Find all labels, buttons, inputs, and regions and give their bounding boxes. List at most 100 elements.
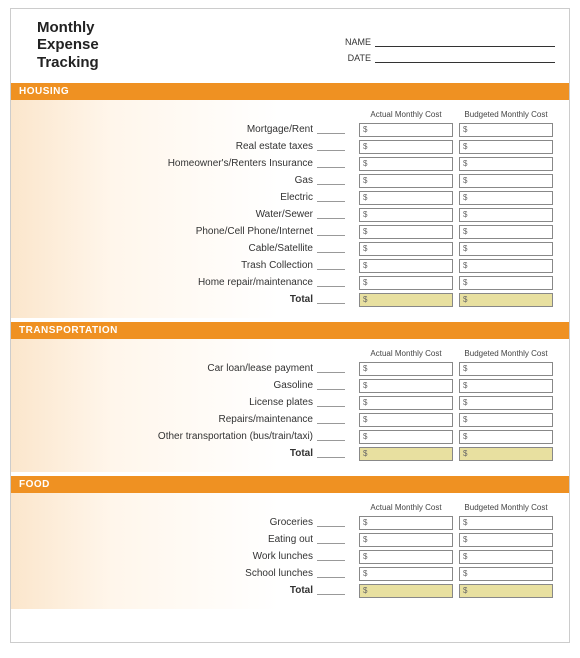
actual-cost-input[interactable]: $ bbox=[359, 208, 453, 222]
actual-cost-input[interactable]: $ bbox=[359, 379, 453, 393]
row-underline bbox=[317, 296, 345, 304]
expense-row: Homeowner's/Renters Insurance$$ bbox=[27, 157, 553, 171]
budget-cost-input[interactable]: $ bbox=[459, 413, 553, 427]
expense-row: Other transportation (bus/train/taxi)$$ bbox=[27, 430, 553, 444]
expense-row: Eating out $ $ bbox=[27, 533, 553, 547]
budget-total: $ bbox=[459, 293, 553, 307]
budget-cost-input[interactable]: $ bbox=[459, 276, 553, 290]
row-underline bbox=[317, 160, 345, 168]
actual-cost-input[interactable]: $ bbox=[359, 157, 453, 171]
budget-cost-input[interactable]: $ bbox=[459, 567, 553, 581]
actual-cost-input[interactable]: $ bbox=[359, 174, 453, 188]
total-label: Total bbox=[27, 294, 317, 305]
expense-row: Trash Collection $ $ bbox=[27, 259, 553, 273]
total-row: Total$$ bbox=[27, 447, 553, 461]
row-underline bbox=[317, 570, 345, 578]
total-row: Total$$ bbox=[27, 584, 553, 598]
row-underline bbox=[317, 126, 345, 134]
row-label: Car loan/lease payment bbox=[27, 363, 317, 374]
title-line-2: Expense bbox=[37, 36, 99, 53]
actual-cost-input[interactable]: $ bbox=[359, 550, 453, 564]
budget-cost-input[interactable]: $ bbox=[459, 208, 553, 222]
name-input-line[interactable] bbox=[375, 37, 555, 47]
expense-row: Home repair/maintenance$$ bbox=[27, 276, 553, 290]
budget-cost-input[interactable]: $ bbox=[459, 191, 553, 205]
actual-cost-input[interactable]: $ bbox=[359, 140, 453, 154]
budget-cost-input[interactable]: $ bbox=[459, 379, 553, 393]
budget-cost-input[interactable]: $ bbox=[459, 533, 553, 547]
row-label: Work lunches bbox=[27, 551, 317, 562]
expense-row: Work lunches $ $ bbox=[27, 550, 553, 564]
budget-total: $ bbox=[459, 447, 553, 461]
budget-cost-input[interactable]: $ bbox=[459, 396, 553, 410]
actual-cost-input[interactable]: $ bbox=[359, 362, 453, 376]
actual-cost-input[interactable]: $ bbox=[359, 225, 453, 239]
section-body: Actual Monthly Cost Budgeted Monthly Cost… bbox=[11, 493, 569, 609]
actual-cost-input[interactable]: $ bbox=[359, 191, 453, 205]
expense-tracking-page: Monthly Expense Tracking NAME DATE HOUSI… bbox=[10, 8, 570, 643]
row-label: Repairs/maintenance bbox=[27, 414, 317, 425]
name-label: NAME bbox=[339, 37, 375, 47]
row-underline bbox=[317, 416, 345, 424]
section-heading: TRANSPORTATION bbox=[11, 322, 569, 339]
budget-cost-input[interactable]: $ bbox=[459, 242, 553, 256]
row-underline bbox=[317, 245, 345, 253]
actual-cost-input[interactable]: $ bbox=[359, 396, 453, 410]
row-label: Trash Collection bbox=[27, 260, 317, 271]
row-underline bbox=[317, 536, 345, 544]
row-label: Phone/Cell Phone/Internet bbox=[27, 226, 317, 237]
row-underline bbox=[317, 262, 345, 270]
row-label: Mortgage/Rent bbox=[27, 124, 317, 135]
title-line-1: Monthly bbox=[37, 19, 99, 36]
actual-cost-input[interactable]: $ bbox=[359, 242, 453, 256]
budget-cost-input[interactable]: $ bbox=[459, 157, 553, 171]
row-underline bbox=[317, 519, 345, 527]
row-underline bbox=[317, 365, 345, 373]
expense-row: Electric$$ bbox=[27, 191, 553, 205]
actual-cost-input[interactable]: $ bbox=[359, 259, 453, 273]
expense-row: Repairs/maintenance $ $ bbox=[27, 413, 553, 427]
row-underline bbox=[317, 433, 345, 441]
title-line-3: Tracking bbox=[37, 54, 99, 71]
budget-cost-input[interactable]: $ bbox=[459, 430, 553, 444]
expense-row: Phone/Cell Phone/Internet $ $ bbox=[27, 225, 553, 239]
expense-row: Mortgage/Rent $ $ bbox=[27, 123, 553, 137]
row-underline bbox=[317, 194, 345, 202]
col-actual: Actual Monthly Cost bbox=[359, 503, 453, 512]
budget-cost-input[interactable]: $ bbox=[459, 362, 553, 376]
budget-cost-input[interactable]: $ bbox=[459, 516, 553, 530]
actual-cost-input[interactable]: $ bbox=[359, 276, 453, 290]
actual-cost-input[interactable]: $ bbox=[359, 516, 453, 530]
expense-row: Car loan/lease payment $ $ bbox=[27, 362, 553, 376]
budget-cost-input[interactable]: $ bbox=[459, 140, 553, 154]
expense-row: Water/Sewer$$ bbox=[27, 208, 553, 222]
date-input-line[interactable] bbox=[375, 53, 555, 63]
budget-cost-input[interactable]: $ bbox=[459, 225, 553, 239]
actual-cost-input[interactable]: $ bbox=[359, 430, 453, 444]
budget-cost-input[interactable]: $ bbox=[459, 550, 553, 564]
col-budget: Budgeted Monthly Cost bbox=[459, 503, 553, 512]
row-label: Eating out bbox=[27, 534, 317, 545]
row-underline bbox=[317, 177, 345, 185]
budget-cost-input[interactable]: $ bbox=[459, 174, 553, 188]
expense-row: License plates$$ bbox=[27, 396, 553, 410]
actual-cost-input[interactable]: $ bbox=[359, 567, 453, 581]
row-label: Real estate taxes bbox=[27, 141, 317, 152]
budget-cost-input[interactable]: $ bbox=[459, 259, 553, 273]
row-label: Groceries bbox=[27, 517, 317, 528]
actual-total: $ bbox=[359, 293, 453, 307]
row-label: School lunches bbox=[27, 568, 317, 579]
row-label: Cable/Satellite bbox=[27, 243, 317, 254]
column-headers: Actual Monthly CostBudgeted Monthly Cost bbox=[27, 349, 553, 358]
expense-row: Gas$$ bbox=[27, 174, 553, 188]
header: Monthly Expense Tracking NAME DATE bbox=[19, 19, 561, 71]
row-underline bbox=[317, 143, 345, 151]
actual-cost-input[interactable]: $ bbox=[359, 413, 453, 427]
budget-cost-input[interactable]: $ bbox=[459, 123, 553, 137]
row-underline bbox=[317, 279, 345, 287]
date-label: DATE bbox=[339, 53, 375, 63]
section-heading: HOUSING bbox=[11, 83, 569, 100]
expense-row: Gasoline$$ bbox=[27, 379, 553, 393]
actual-cost-input[interactable]: $ bbox=[359, 123, 453, 137]
actual-cost-input[interactable]: $ bbox=[359, 533, 453, 547]
